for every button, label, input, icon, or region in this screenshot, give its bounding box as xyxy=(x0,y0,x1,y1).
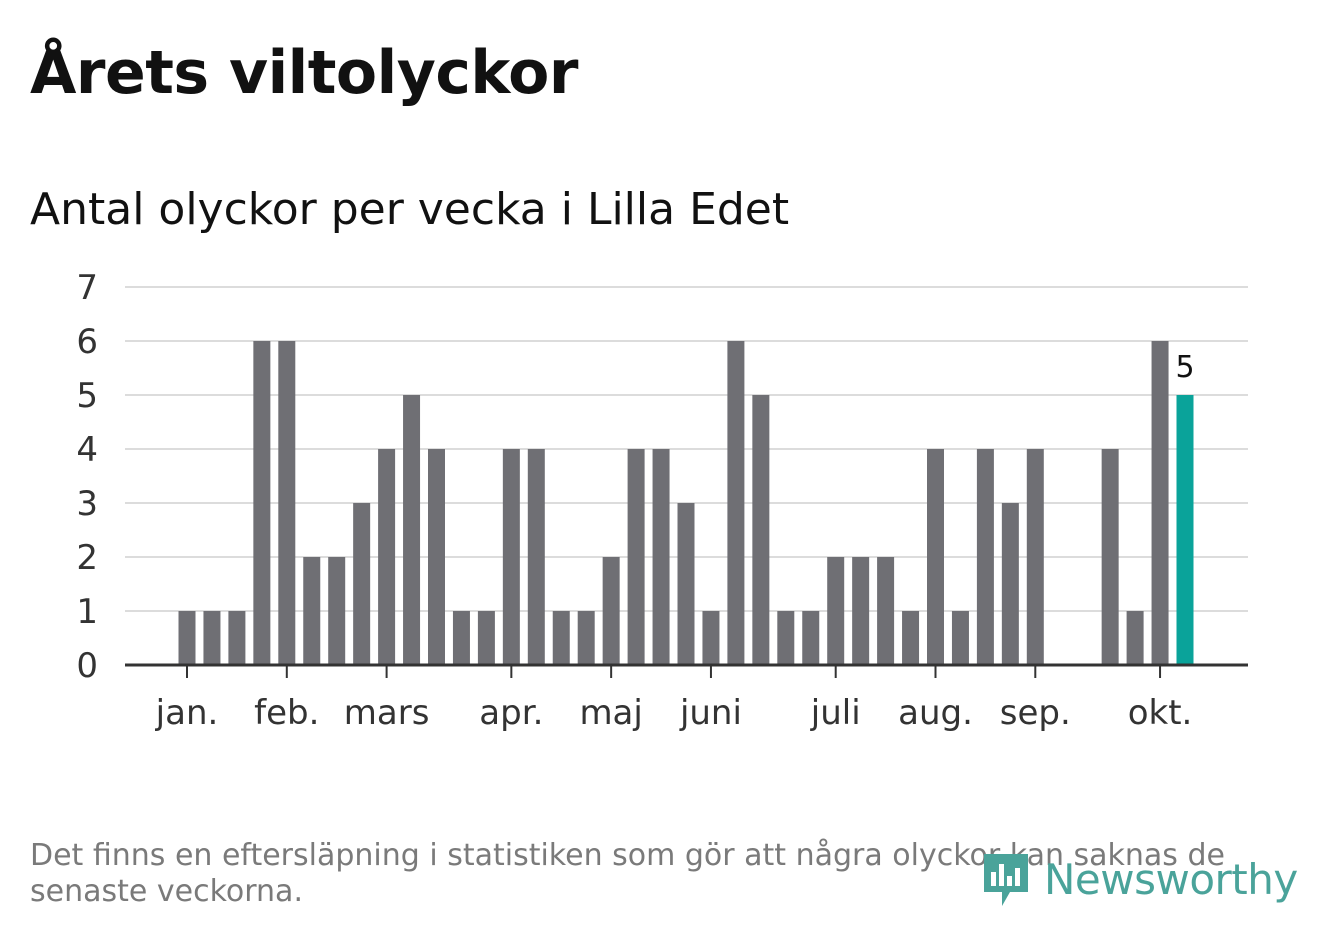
bar xyxy=(303,557,321,665)
y-tick-label: 6 xyxy=(76,322,98,362)
bar xyxy=(203,611,221,665)
x-tick-label: feb. xyxy=(254,693,319,733)
bar xyxy=(502,449,520,665)
y-tick-label: 2 xyxy=(76,538,98,578)
x-tick-label: mars xyxy=(344,693,430,733)
bar xyxy=(477,611,495,665)
bar xyxy=(378,449,396,665)
bar xyxy=(1126,611,1144,665)
x-tick-label: okt. xyxy=(1128,693,1193,733)
bar xyxy=(403,395,421,665)
bar xyxy=(727,341,745,665)
bar xyxy=(702,611,720,665)
data-label: 5 xyxy=(1175,350,1194,385)
bar xyxy=(802,611,820,665)
bar xyxy=(927,449,944,665)
bars xyxy=(178,341,1194,665)
tick-labels: 0 1 2 3 4 5 6 7 jan. feb. mars apr. maj juni juli aug. s… xyxy=(76,268,1194,733)
bar xyxy=(228,611,246,665)
x-tick-label: aug. xyxy=(898,693,973,733)
x-tick-label: jan. xyxy=(155,693,219,733)
bar xyxy=(1026,449,1044,665)
y-tick-label: 1 xyxy=(76,592,98,632)
bar xyxy=(1176,395,1194,665)
bar xyxy=(1001,503,1019,665)
bar xyxy=(827,557,845,665)
bar xyxy=(527,449,545,665)
bar xyxy=(428,449,445,665)
bar xyxy=(852,557,870,665)
bar xyxy=(577,611,595,665)
chart-subtitle: Antal olyckor per vecka i Lilla Edet xyxy=(30,184,790,235)
x-axis xyxy=(125,663,1248,678)
brand-name: Newsworthy xyxy=(1044,854,1298,904)
y-tick-label: 4 xyxy=(76,430,98,470)
bar xyxy=(951,611,969,665)
bar xyxy=(752,395,770,665)
bar xyxy=(1101,449,1119,665)
bar-chart: 0 1 2 3 4 5 6 7 jan. feb. mars apr. maj juni juli aug. s… xyxy=(76,268,1248,733)
x-tick-label: sep. xyxy=(1000,693,1071,733)
bar xyxy=(627,449,645,665)
bar xyxy=(353,503,371,665)
bar xyxy=(253,341,271,665)
y-tick-label: 7 xyxy=(76,268,98,308)
bar xyxy=(677,503,695,665)
y-tick-label: 3 xyxy=(76,484,98,524)
x-tick-label: maj xyxy=(579,693,642,733)
bar xyxy=(877,557,895,665)
bar xyxy=(1151,341,1169,665)
chart-title: Årets viltolyckor xyxy=(30,38,579,108)
x-tick-label: juli xyxy=(810,693,861,733)
bar xyxy=(602,557,620,665)
bar xyxy=(976,449,994,665)
bar xyxy=(652,449,670,665)
x-tick-label: apr. xyxy=(479,693,543,733)
bar xyxy=(328,557,346,665)
bar xyxy=(777,611,795,665)
bar xyxy=(552,611,570,665)
bar xyxy=(278,341,296,665)
y-tick-label: 5 xyxy=(76,376,98,416)
bar-chart-speech-bubble-icon xyxy=(984,854,1028,906)
y-tick-label: 0 xyxy=(76,646,98,686)
bar xyxy=(178,611,196,665)
bar xyxy=(902,611,920,665)
bar xyxy=(452,611,470,665)
brand-logo: Newsworthy xyxy=(980,846,1298,912)
x-tick-label: juni xyxy=(679,693,742,733)
